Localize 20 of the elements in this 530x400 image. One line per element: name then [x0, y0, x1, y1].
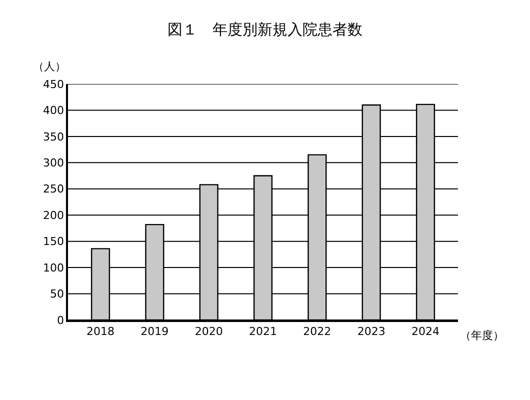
- x-tick-label: 2022: [303, 324, 332, 338]
- y-tick-label: 50: [50, 288, 64, 301]
- x-tick-label: 2021: [249, 324, 277, 338]
- x-tick-label: 2020: [194, 324, 223, 338]
- y-tick-label: 350: [43, 130, 64, 144]
- x-tick-label: 2024: [412, 324, 440, 338]
- y-tick-label: 250: [43, 182, 64, 196]
- y-tick-label: 300: [43, 156, 64, 170]
- y-tick-label: 450: [43, 78, 64, 91]
- y-axis-title: （人）: [33, 60, 66, 73]
- x-axis-title: （年度）: [460, 329, 504, 342]
- y-tick-label: 150: [43, 235, 64, 248]
- x-tick-label: 2018: [86, 324, 114, 338]
- x-tick-label: 2023: [357, 324, 386, 338]
- y-tick-label: 200: [43, 208, 64, 222]
- y-tick-label: 400: [43, 104, 64, 118]
- chart-title: 図１ 年度別新規入院患者数: [168, 20, 362, 38]
- y-tick-label: 100: [43, 261, 64, 274]
- y-tick-label: 0: [57, 314, 64, 327]
- x-tick-label: 2019: [140, 324, 169, 338]
